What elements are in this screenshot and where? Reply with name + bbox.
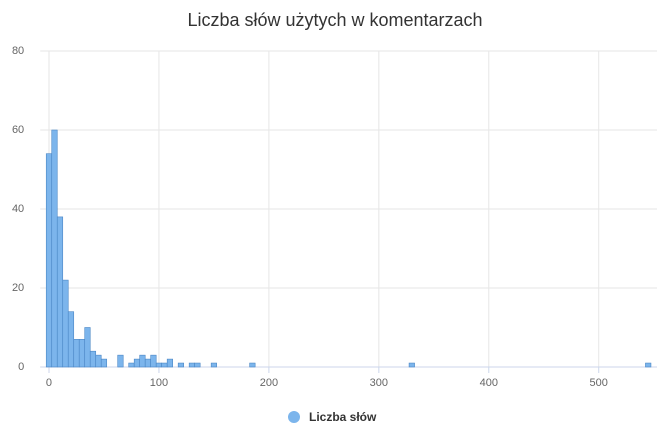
bar <box>408 362 415 368</box>
bar <box>150 354 157 368</box>
bar <box>155 362 162 368</box>
bar <box>45 153 53 368</box>
bar <box>645 362 652 368</box>
y-tick-label: 40 <box>12 203 24 215</box>
bar <box>95 354 102 368</box>
y-tick-label: 60 <box>12 124 24 136</box>
x-tick-label: 400 <box>480 377 498 389</box>
bar <box>194 362 201 368</box>
bar <box>67 311 75 368</box>
bar <box>78 339 86 368</box>
bar <box>188 362 195 368</box>
bar <box>166 358 173 368</box>
bar <box>89 350 97 368</box>
x-tick-label: 200 <box>260 377 278 389</box>
bar <box>139 354 146 368</box>
bar <box>249 362 256 368</box>
chart-title: Liczba słów użytych w komentarzach <box>187 10 482 30</box>
bar <box>84 327 91 368</box>
y-tick-label: 20 <box>12 282 24 294</box>
x-tick-label: 100 <box>150 377 168 389</box>
x-tick-label: 300 <box>370 377 388 389</box>
x-tick-label: 0 <box>46 377 52 389</box>
bar <box>210 362 217 368</box>
bar <box>73 339 80 368</box>
bar <box>117 354 124 368</box>
legend-marker <box>288 411 300 423</box>
bar <box>161 362 168 368</box>
y-tick-label: 0 <box>18 361 24 373</box>
bar <box>133 358 141 368</box>
y-tick-label: 80 <box>12 45 24 57</box>
bar <box>177 362 184 368</box>
bar <box>62 279 69 368</box>
bar <box>56 216 64 368</box>
legend-label: Liczba słów <box>309 410 377 424</box>
bar <box>144 358 151 368</box>
bar <box>100 358 108 368</box>
bar <box>51 129 58 368</box>
x-tick-label: 500 <box>590 377 608 389</box>
bar <box>128 362 135 368</box>
